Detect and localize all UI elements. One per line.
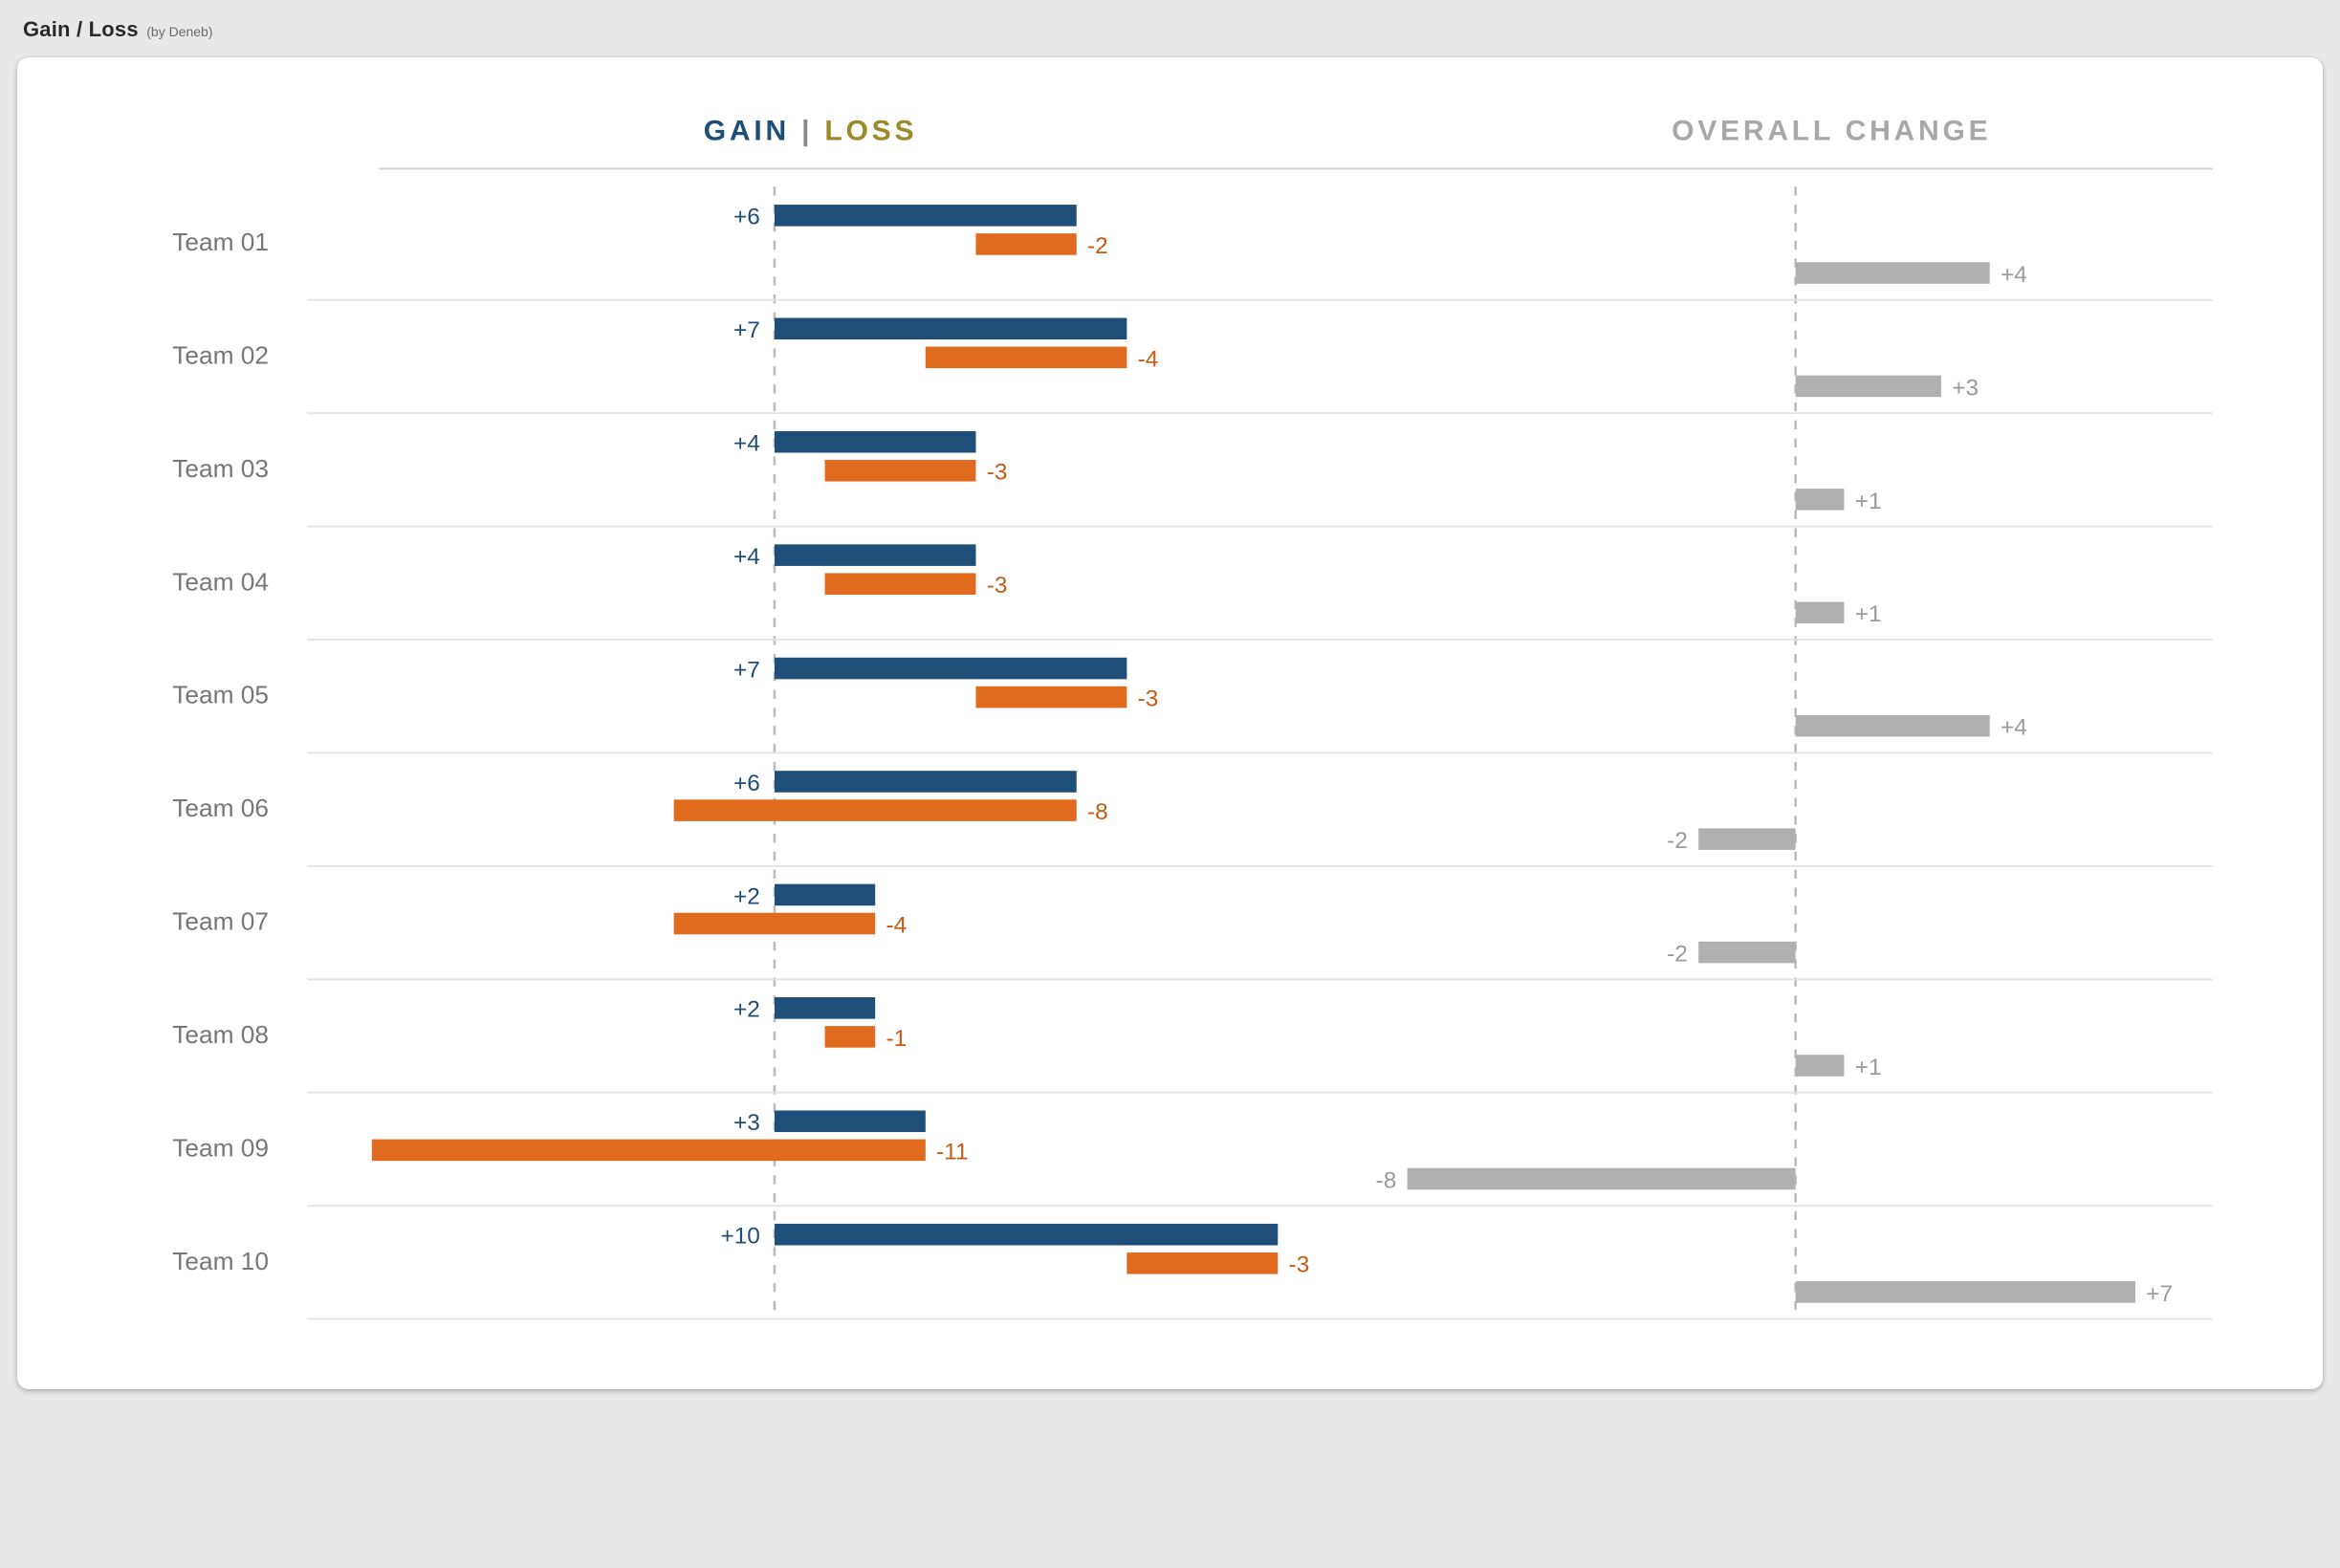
team-label: Team 02 — [172, 340, 269, 369]
loss-bar — [1126, 1252, 1278, 1274]
loss-bar — [926, 347, 1127, 369]
loss-bar — [372, 1140, 926, 1162]
overall-value: +4 — [2001, 715, 2027, 741]
team-label: Team 06 — [172, 794, 269, 822]
team-label: Team 09 — [172, 1133, 269, 1162]
gain-value: +2 — [733, 997, 760, 1023]
loss-bar — [975, 686, 1126, 708]
page-title: Gain / Loss (by Deneb) — [23, 17, 2323, 42]
gain-value: +6 — [733, 771, 760, 796]
title-main: Gain / Loss — [23, 17, 139, 41]
gain-bar — [775, 884, 875, 906]
gain-bar — [775, 317, 1126, 339]
team-label: Team 03 — [172, 454, 269, 483]
gain-value: +7 — [733, 657, 760, 683]
overall-value: -2 — [1667, 828, 1688, 854]
loss-bar — [975, 233, 1076, 255]
gain-value: +4 — [733, 431, 760, 457]
overall-bar — [1698, 942, 1796, 964]
gain-value: +7 — [733, 317, 760, 343]
overall-bar — [1796, 602, 1845, 624]
gain-value: +4 — [733, 544, 760, 570]
team-label: Team 05 — [172, 681, 269, 709]
overall-bar — [1796, 1281, 2135, 1303]
title-sub: (by Deneb) — [146, 24, 212, 39]
team-label: Team 04 — [172, 567, 269, 596]
gain-bar — [775, 205, 1077, 227]
overall-value: +1 — [1855, 1055, 1882, 1080]
loss-value: -2 — [1087, 233, 1108, 259]
gain-bar — [775, 771, 1077, 793]
loss-bar — [825, 573, 976, 595]
team-label: Team 08 — [172, 1020, 269, 1049]
loss-value: -8 — [1087, 799, 1108, 825]
chart-card: GAIN | LOSS OVERALL CHANGE Team 01 +6 -2 +4 Te… — [17, 57, 2323, 1389]
gain-value: +6 — [733, 205, 760, 230]
loss-value: -4 — [886, 912, 907, 938]
gain-bar — [775, 1224, 1278, 1246]
overall-bar — [1698, 828, 1796, 850]
overall-bar — [1796, 489, 1845, 511]
team-label: Team 07 — [172, 907, 269, 936]
gain-bar — [775, 544, 976, 566]
gain-bar — [775, 997, 875, 1019]
loss-value: -4 — [1138, 346, 1159, 372]
loss-bar — [674, 799, 1077, 821]
overall-bar — [1796, 262, 1990, 284]
loss-bar — [825, 1026, 876, 1048]
overall-value: +7 — [2146, 1281, 2173, 1307]
loss-value: -3 — [987, 573, 1008, 599]
gain-bar — [775, 658, 1126, 680]
gain-value: +10 — [720, 1224, 759, 1250]
overall-bar — [1796, 376, 1941, 398]
loss-bar — [674, 913, 876, 935]
loss-value: -1 — [886, 1026, 907, 1052]
team-label: Team 01 — [172, 228, 269, 256]
overall-bar — [1796, 1055, 1845, 1077]
header-gain-loss: GAIN | LOSS — [704, 115, 917, 146]
team-label: Team 10 — [172, 1247, 269, 1275]
overall-value: -2 — [1667, 941, 1688, 967]
gain-loss-chart: GAIN | LOSS OVERALL CHANGE Team 01 +6 -2 +4 Te… — [55, 86, 2285, 1355]
loss-value: -3 — [1289, 1252, 1310, 1278]
overall-value: +1 — [1855, 489, 1882, 514]
overall-value: +3 — [1952, 375, 1979, 401]
overall-bar — [1408, 1168, 1796, 1190]
overall-bar — [1796, 715, 1990, 737]
gain-value: +2 — [733, 883, 760, 909]
overall-value: -8 — [1376, 1167, 1397, 1193]
gain-bar — [775, 431, 976, 453]
overall-value: +4 — [2001, 262, 2027, 288]
overall-value: +1 — [1855, 601, 1882, 627]
loss-value: -3 — [987, 460, 1008, 486]
loss-bar — [825, 460, 976, 482]
gain-bar — [775, 1111, 926, 1133]
loss-value: -11 — [936, 1139, 968, 1165]
loss-value: -3 — [1138, 686, 1159, 712]
header-overall: OVERALL CHANGE — [1672, 115, 1991, 146]
gain-value: +3 — [733, 1110, 760, 1136]
